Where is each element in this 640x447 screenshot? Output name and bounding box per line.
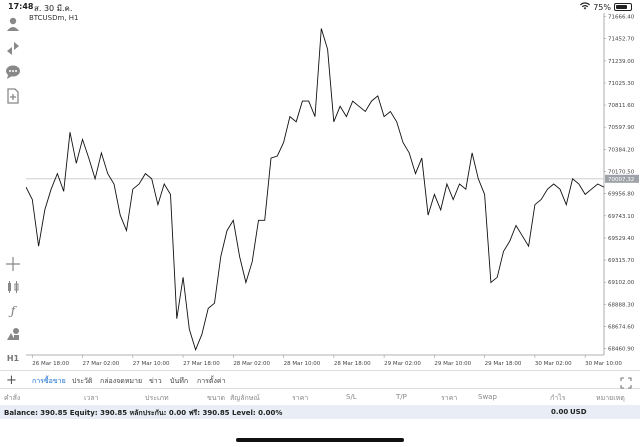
chat-icon[interactable] bbox=[5, 64, 21, 80]
objects-icon[interactable] bbox=[5, 326, 21, 342]
col-price[interactable]: ราคา bbox=[292, 394, 309, 402]
col-current-price[interactable]: ราคา bbox=[441, 394, 458, 402]
tab-journal[interactable]: บันทึก bbox=[170, 377, 189, 385]
x-tick-label: 29 Mar 10:00 bbox=[434, 361, 471, 367]
col-order[interactable]: คำสั่ง bbox=[4, 394, 21, 402]
tab-settings[interactable]: การตั้งค่า bbox=[197, 377, 226, 385]
wifi-icon bbox=[580, 2, 591, 12]
x-tick-label: 29 Mar 18:00 bbox=[485, 361, 522, 367]
tab-mailbox[interactable]: กล่องจดหมาย bbox=[100, 377, 143, 385]
y-tick-label: 68674.60 bbox=[608, 325, 635, 331]
battery-level bbox=[616, 5, 627, 9]
x-tick-label: 28 Mar 10:00 bbox=[284, 361, 321, 367]
price-chart[interactable]: 71666.40 71452.70 71239.00 71025.30 70811.60… bbox=[26, 13, 640, 370]
x-tick-label: 26 Mar 18:00 bbox=[32, 361, 69, 367]
x-tick-label: 29 Mar 02:00 bbox=[384, 361, 421, 367]
add-tab-button[interactable]: + bbox=[6, 373, 17, 388]
y-tick-label: 70811.60 bbox=[608, 103, 635, 109]
col-profit[interactable]: กำไร bbox=[550, 394, 566, 402]
y-tick-label: 70384.20 bbox=[608, 147, 635, 153]
col-tp[interactable]: T/P bbox=[396, 393, 407, 401]
balance-summary: Balance: 390.85 Equity: 390.85 หลักประกั… bbox=[4, 409, 283, 417]
x-tick-label: 27 Mar 18:00 bbox=[183, 361, 220, 367]
crosshair-icon[interactable] bbox=[5, 256, 21, 272]
y-tick-label: 71666.40 bbox=[608, 14, 635, 20]
left-toolbar: ƒ H1 bbox=[0, 13, 26, 370]
x-axis: 26 Mar 18:00 27 Mar 02:00 27 Mar 10:00 27 M… bbox=[31, 355, 622, 367]
x-tick-label: 30 Mar 02:00 bbox=[535, 361, 572, 367]
total-profit: 0.00 bbox=[551, 408, 569, 416]
y-tick-label: 68460.90 bbox=[608, 347, 635, 353]
chart-area[interactable]: BTCUSDm, H1 71666.40 71452.70 71239.00 7102… bbox=[26, 13, 640, 370]
add-document-icon[interactable] bbox=[5, 88, 21, 104]
col-time[interactable]: เวลา bbox=[84, 394, 99, 402]
y-axis: 71666.40 71452.70 71239.00 71025.30 70811.60… bbox=[26, 13, 635, 356]
x-tick-label: 28 Mar 02:00 bbox=[233, 361, 270, 367]
y-tick-label: 70170.50 bbox=[608, 170, 635, 176]
y-tick-label: 71452.70 bbox=[608, 37, 635, 43]
y-tick-label: 70597.90 bbox=[608, 125, 635, 131]
col-symbol[interactable]: สัญลักษณ์ bbox=[230, 394, 260, 402]
current-price-tag: 70007.32 bbox=[605, 174, 639, 183]
status-time: 17:48 bbox=[8, 2, 34, 11]
y-tick-label: 69956.80 bbox=[608, 192, 635, 198]
tab-history[interactable]: ประวัติ bbox=[72, 377, 93, 385]
y-tick-label: 69743.10 bbox=[608, 214, 635, 220]
battery-icon bbox=[614, 3, 632, 11]
tab-news[interactable]: ข่าว bbox=[149, 377, 162, 385]
x-tick-label: 30 Mar 10:00 bbox=[585, 361, 622, 367]
timeframe-button[interactable]: H1 bbox=[6, 353, 20, 363]
orders-table-header: คำสั่ง เวลา ประเภท ขนาด สัญลักษณ์ ราคา S… bbox=[0, 389, 640, 405]
battery-percent: 75% bbox=[593, 2, 611, 12]
x-tick-label: 27 Mar 10:00 bbox=[133, 361, 170, 367]
account-icon[interactable] bbox=[5, 16, 21, 32]
x-tick-label: 28 Mar 18:00 bbox=[334, 361, 371, 367]
price-series-line bbox=[26, 28, 605, 352]
trade-icon[interactable] bbox=[5, 40, 21, 56]
y-tick-label: 68888.30 bbox=[608, 302, 635, 308]
status-right: 75% bbox=[580, 2, 632, 12]
col-sl[interactable]: S/L bbox=[346, 393, 357, 401]
status-bar: 17:48 ส. 30 มี.ค. 75% bbox=[0, 0, 640, 13]
y-tick-label: 71239.00 bbox=[608, 59, 635, 65]
expand-icon[interactable] bbox=[620, 374, 632, 389]
function-icon[interactable]: ƒ bbox=[10, 304, 16, 318]
y-tick-label: 69102.00 bbox=[608, 280, 635, 286]
symbol-label: BTCUSDm, H1 bbox=[29, 14, 79, 22]
indicator-icon[interactable] bbox=[5, 279, 21, 295]
status-date: ส. 30 มี.ค. bbox=[34, 4, 73, 13]
y-tick-label: 69529.40 bbox=[608, 236, 635, 242]
currency-label: USD bbox=[570, 408, 587, 416]
col-comment[interactable]: หมายเหตุ bbox=[596, 394, 625, 402]
col-volume[interactable]: ขนาด bbox=[207, 394, 226, 402]
col-type[interactable]: ประเภท bbox=[145, 394, 169, 402]
price-tag-label: 70007.32 bbox=[608, 177, 634, 183]
home-indicator bbox=[236, 438, 404, 442]
y-tick-label: 69315.70 bbox=[608, 258, 635, 264]
x-tick-label: 27 Mar 02:00 bbox=[83, 361, 120, 367]
col-swap[interactable]: Swap bbox=[478, 393, 497, 401]
terminal-tabs: + การซื้อขาย ประวัติ กล่องจดหมาย ข่าว บั… bbox=[0, 370, 640, 391]
balance-row: Balance: 390.85 Equity: 390.85 หลักประกั… bbox=[0, 405, 640, 419]
y-tick-label: 71025.30 bbox=[608, 81, 635, 87]
price-tag-bg bbox=[605, 174, 639, 183]
